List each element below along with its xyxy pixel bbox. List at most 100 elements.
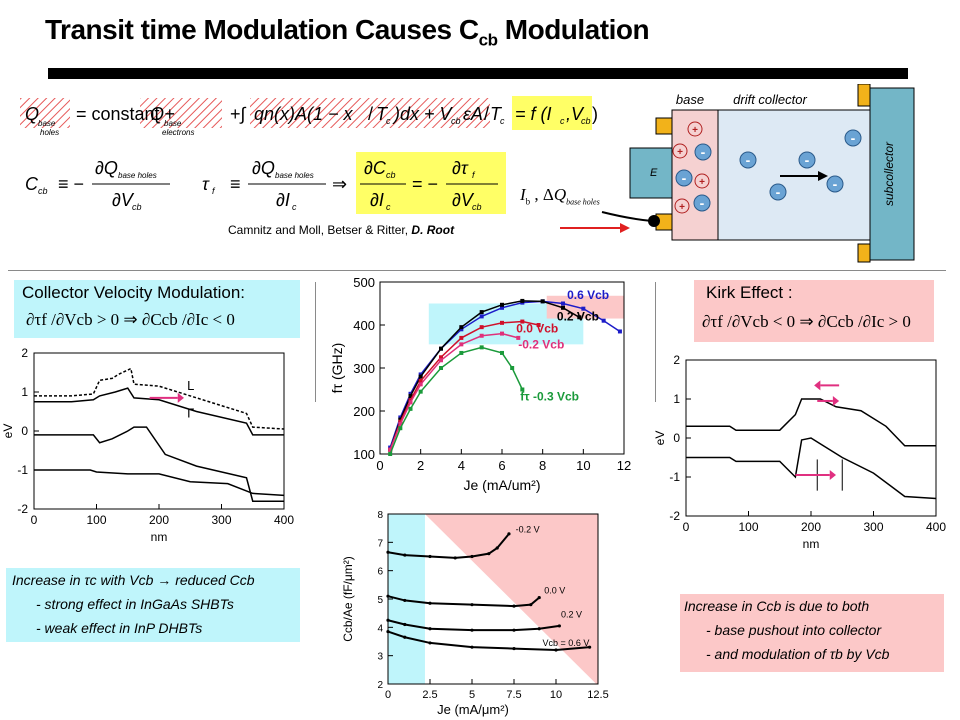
svg-text:c: c bbox=[386, 202, 391, 212]
ft-data-point bbox=[479, 314, 484, 319]
band-x-tick-label: 300 bbox=[863, 520, 883, 534]
band-y-tick-label: 1 bbox=[21, 385, 28, 399]
kirk-effect-formula: ∂τf /∂Vcb < 0 ⇒ ∂Ccb /∂Ic > 0 bbox=[702, 312, 911, 331]
svg-text:base holes: base holes bbox=[275, 171, 314, 180]
velocity-modulation-heading: Collector Velocity Modulation: bbox=[22, 283, 246, 302]
svg-text:base holes: base holes bbox=[118, 171, 157, 180]
svg-text:≡ −: ≡ − bbox=[58, 174, 84, 194]
svg-text:εA: εA bbox=[463, 104, 483, 124]
svg-text:cb: cb bbox=[581, 116, 591, 126]
svg-text:c: c bbox=[292, 202, 297, 212]
ccb-x-tick-label: 10 bbox=[550, 689, 562, 701]
velocity-modulation-box bbox=[14, 280, 300, 338]
ccb-y-tick-label: 4 bbox=[377, 623, 383, 634]
ft-data-point bbox=[408, 400, 413, 405]
band-valence-edge bbox=[34, 426, 284, 502]
svg-text:∂C: ∂C bbox=[364, 158, 387, 178]
ccb-data-point bbox=[495, 546, 499, 550]
ft-y-tick-label: 400 bbox=[353, 318, 375, 333]
svg-text:+∫: +∫ bbox=[230, 104, 247, 124]
ft-data-point bbox=[520, 319, 525, 324]
ft-data-point bbox=[418, 382, 423, 387]
svg-text:= f (I: = f (I bbox=[515, 104, 552, 124]
band-x-tick-label: 400 bbox=[274, 513, 294, 527]
kirk-note-3: - and modulation of τb by Vcb bbox=[706, 646, 890, 662]
ccb-x-tick-label: 12.5 bbox=[587, 689, 608, 701]
svg-text:c: c bbox=[560, 116, 565, 126]
band-x-tick-label: 300 bbox=[211, 513, 231, 527]
ft-data-point bbox=[617, 329, 622, 334]
svg-text:≡: ≡ bbox=[230, 174, 241, 194]
ft-data-point bbox=[516, 335, 521, 340]
left-band-diagram: 0 100 200 300 400 2 1 0 -1 -2 nm eV LΓ bbox=[1, 346, 294, 544]
ft-data-point bbox=[500, 331, 504, 336]
citation: Camnitz and Moll, Betser & Ritter, D. Ro… bbox=[228, 223, 455, 237]
ft-series-line bbox=[389, 332, 519, 450]
ft-data-point bbox=[418, 374, 423, 379]
ft-series-line bbox=[389, 346, 524, 455]
ft-x-tick-label: 0 bbox=[376, 458, 383, 473]
ft-series-label: -0.2 Vcb bbox=[518, 338, 564, 352]
ft-y-tick-label: 200 bbox=[353, 404, 375, 419]
svg-text:∂I: ∂I bbox=[370, 190, 384, 210]
band-x-tick-label: 200 bbox=[149, 513, 169, 527]
kirk-note-2: - base pushout into collector bbox=[706, 622, 882, 638]
band-arrow-head bbox=[177, 392, 184, 403]
right-divider bbox=[655, 282, 656, 402]
svg-text:cb: cb bbox=[472, 202, 482, 212]
svg-text:f: f bbox=[212, 186, 216, 196]
band-y-tick-label: -1 bbox=[17, 463, 28, 477]
ccb-data-point bbox=[470, 554, 474, 559]
ft-data-point bbox=[459, 342, 464, 347]
svg-text:∂τ: ∂τ bbox=[452, 158, 469, 178]
svg-text:/: / bbox=[484, 104, 489, 124]
ft-series-label: 0.0 Vcb bbox=[516, 322, 558, 336]
equations-graphic: Q base holes = constant + Q base electro… bbox=[20, 96, 598, 214]
left-divider bbox=[315, 282, 316, 402]
kirk-arrow-right-head bbox=[832, 395, 840, 406]
svg-text:/: / bbox=[368, 104, 373, 124]
ft-x-tick-label: 4 bbox=[458, 458, 465, 473]
svg-text:∂I: ∂I bbox=[276, 190, 290, 210]
svg-text:∂Q: ∂Q bbox=[252, 158, 275, 178]
ft-y-tick-label: 500 bbox=[353, 275, 375, 290]
ccb-x-tick-label: 0 bbox=[385, 689, 391, 701]
ft-data-point bbox=[561, 305, 565, 310]
ft-data-point bbox=[479, 325, 484, 330]
ft-data-point bbox=[536, 323, 541, 327]
ccb-y-axis-label: Ccb/Ae (fF/μm²) bbox=[341, 556, 355, 642]
ft-data-point bbox=[500, 302, 504, 307]
ft-data-point bbox=[500, 320, 504, 325]
ccb-data-point bbox=[588, 645, 592, 649]
kirk-lower-arrow-head bbox=[829, 470, 836, 481]
svg-text:-: - bbox=[746, 152, 751, 168]
drift-collector-label: drift collector bbox=[733, 92, 807, 107]
implies-symbol: ⇒ bbox=[332, 174, 347, 194]
band-x-tick-label: 100 bbox=[86, 513, 106, 527]
band-gamma-valley bbox=[34, 387, 284, 436]
ccb-series-label: -0.2 V bbox=[516, 524, 540, 534]
section-separator bbox=[8, 270, 946, 271]
band-y-tick-label: 2 bbox=[673, 353, 680, 367]
svg-text:c: c bbox=[500, 116, 505, 126]
ft-vs-je-chart: 0 2 4 6 8 10 12 100 200 300 400 500 Je (mA/um²) fτ (G… bbox=[329, 275, 631, 493]
band-x-tick-label: 0 bbox=[31, 513, 38, 527]
svg-text:cb: cb bbox=[451, 116, 461, 126]
ft-data-point bbox=[398, 421, 403, 426]
ccb-x-axis-label: Je (mA/μm²) bbox=[437, 702, 509, 717]
svg-text:electrons: electrons bbox=[162, 128, 194, 137]
ft-data-point bbox=[408, 406, 413, 411]
kirk-effect-box bbox=[694, 280, 934, 342]
band-y-tick-label: 0 bbox=[21, 424, 28, 438]
kirk-effect-heading: Kirk Effect : bbox=[706, 283, 793, 302]
ccb-data-point bbox=[386, 594, 390, 598]
ft-data-point bbox=[439, 366, 443, 370]
page-title: Transit time Modulation Causes Ccb Modul… bbox=[45, 14, 650, 50]
ccb-data-point bbox=[403, 598, 407, 603]
ft-data-point bbox=[520, 387, 525, 392]
ccb-data-point bbox=[386, 618, 390, 622]
band-y-tick-label: 2 bbox=[21, 346, 28, 360]
ccb-data-point bbox=[512, 646, 516, 651]
band-y-tick-label: -2 bbox=[669, 509, 680, 523]
ccb-data-point bbox=[537, 595, 541, 600]
